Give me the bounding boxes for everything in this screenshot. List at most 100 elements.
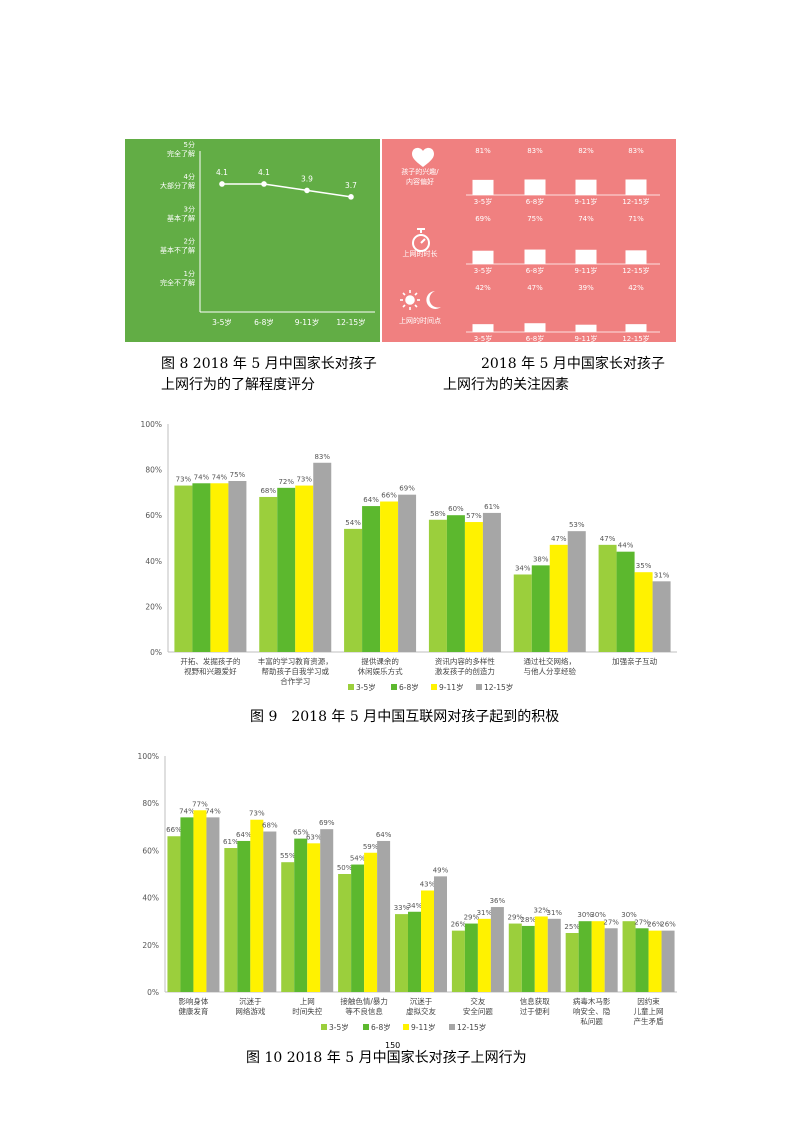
bar bbox=[338, 874, 352, 992]
concern-bar bbox=[472, 250, 494, 264]
y-tick-label: 20% bbox=[145, 602, 162, 611]
category-label: 私问题 bbox=[580, 1017, 603, 1026]
bar bbox=[364, 852, 378, 992]
category-label: 虚拟交友 bbox=[406, 1006, 436, 1016]
bar-value-label: 29% bbox=[507, 914, 523, 922]
data-point bbox=[348, 194, 354, 200]
bar-value-label: 66% bbox=[166, 826, 182, 834]
bar-value-label: 83% bbox=[527, 147, 543, 155]
bar-value-label: 69% bbox=[399, 485, 415, 493]
bar-value-label: 64% bbox=[363, 496, 379, 504]
category-label: 资讯内容的多样性 bbox=[435, 656, 495, 666]
page-number: 150 bbox=[385, 1041, 401, 1050]
bar bbox=[567, 531, 586, 652]
concern-bar bbox=[625, 250, 647, 264]
legend-label: 9-11岁 bbox=[411, 1022, 436, 1032]
bar-value-label: 59% bbox=[363, 843, 379, 851]
x-tick-label: 12-15岁 bbox=[622, 266, 649, 275]
bar-value-label: 58% bbox=[430, 510, 446, 518]
bar-value-label: 68% bbox=[262, 822, 278, 830]
category-label: 沉迷于 bbox=[239, 996, 262, 1006]
bar bbox=[377, 840, 391, 992]
bar-value-label: 47% bbox=[551, 535, 567, 543]
category-label: 加强亲子互动 bbox=[612, 656, 657, 666]
row-label: 上网的时长 bbox=[403, 249, 438, 258]
legend-swatch bbox=[321, 1024, 327, 1030]
category-label: 与他人分享经验 bbox=[524, 666, 577, 676]
bar-value-label: 31% bbox=[546, 909, 562, 917]
bar-value-label: 34% bbox=[515, 564, 531, 572]
bar-value-label: 73% bbox=[249, 810, 265, 818]
bar-value-label: 65% bbox=[293, 829, 309, 837]
bar bbox=[237, 840, 251, 992]
x-tick-label: 9-11岁 bbox=[295, 317, 320, 327]
bar bbox=[464, 923, 478, 992]
bar bbox=[477, 918, 491, 992]
concern-bar bbox=[625, 179, 647, 195]
bar-value-label: 60% bbox=[448, 505, 464, 513]
bar bbox=[206, 817, 220, 992]
data-label: 3.7 bbox=[345, 181, 357, 190]
bar-value-label: 83% bbox=[314, 453, 330, 461]
fig8b-caption-line2: 上网行为的关注因素 bbox=[443, 377, 569, 393]
category-label: 儿童上网 bbox=[634, 1006, 664, 1016]
x-tick-label: 12-15岁 bbox=[622, 334, 649, 342]
bar bbox=[549, 544, 568, 652]
bar bbox=[294, 838, 308, 992]
bar-value-label: 55% bbox=[280, 852, 296, 860]
x-tick-label: 12-15岁 bbox=[336, 317, 365, 327]
bar-value-label: 26% bbox=[647, 921, 663, 929]
concern-bar bbox=[524, 179, 546, 195]
bar-value-label: 26% bbox=[660, 921, 676, 929]
data-point bbox=[219, 181, 225, 187]
moon-icon bbox=[426, 291, 441, 309]
bar-value-label: 81% bbox=[475, 147, 491, 155]
x-tick-label: 6-8岁 bbox=[526, 266, 544, 275]
category-label: 休闲娱乐方式 bbox=[358, 666, 403, 676]
legend-swatch bbox=[348, 684, 354, 690]
category-label: 接触色情/暴力 bbox=[340, 996, 388, 1006]
x-tick-label: 6-8岁 bbox=[526, 197, 544, 206]
y-tick-label: 60% bbox=[142, 846, 159, 855]
bar-value-label: 75% bbox=[527, 215, 543, 223]
parent-understanding-panel: 5分 完全了解 4分 大部分了解 3分 基本了解 2分 基本不了解 1分 完全不了解 4.1 4.1 3… bbox=[125, 139, 380, 342]
bar bbox=[648, 930, 662, 992]
concern-bar bbox=[625, 324, 647, 332]
concern-bar bbox=[524, 249, 546, 264]
bar bbox=[578, 921, 592, 992]
y-tick-label: 20% bbox=[142, 941, 159, 950]
bar bbox=[408, 911, 421, 992]
bar-value-label: 74% bbox=[179, 807, 195, 815]
fig10-caption: 图 10 2018 年 5 月中国家长对孩子上网行为 bbox=[246, 1050, 527, 1066]
legend-swatch bbox=[476, 684, 482, 690]
x-tick-label: 6-8岁 bbox=[526, 334, 544, 342]
y-tick-label: 80% bbox=[142, 799, 159, 808]
legend-label: 9-11岁 bbox=[439, 682, 464, 692]
sun-icon bbox=[400, 290, 420, 310]
bar bbox=[259, 496, 278, 652]
data-label: 4.1 bbox=[258, 168, 270, 177]
category-label: 响安全、隐 bbox=[573, 1006, 611, 1016]
category-label: 通过社交网络， bbox=[524, 656, 577, 666]
bar-value-label: 74% bbox=[212, 473, 228, 481]
fig8b-caption-line1: 2018 年 5 月中国家长对孩子 bbox=[481, 356, 665, 372]
x-tick-label: 6-8岁 bbox=[254, 317, 274, 327]
concern-bar bbox=[575, 179, 597, 195]
bar-value-label: 33% bbox=[394, 904, 410, 912]
x-tick-label: 3-5岁 bbox=[474, 266, 492, 275]
parent-concern-panel: 孩子的兴趣/内容偏好 81% 3-5岁 83% 6-8岁 82% 9-11岁 83% 12-15… bbox=[382, 139, 676, 343]
y-tick-label: 完全了解 bbox=[167, 149, 195, 158]
bar bbox=[652, 581, 671, 652]
bar bbox=[604, 928, 618, 992]
bar-value-label: 39% bbox=[578, 284, 594, 292]
y-tick-label: 大部分了解 bbox=[160, 181, 195, 190]
bar bbox=[263, 831, 277, 992]
bar bbox=[547, 918, 561, 992]
bar bbox=[313, 462, 332, 652]
y-tick-label: 40% bbox=[142, 894, 159, 903]
y-tick-label: 3分 bbox=[184, 204, 195, 213]
bar-value-label: 27% bbox=[603, 918, 619, 926]
bar-value-label: 49% bbox=[433, 866, 449, 874]
bar bbox=[622, 921, 636, 992]
